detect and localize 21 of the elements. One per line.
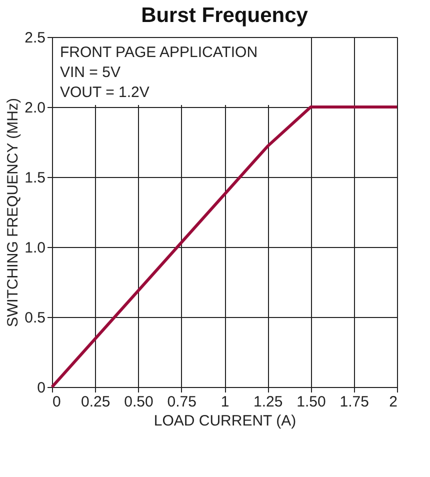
annotation: FRONT PAGE APPLICATION [60, 44, 258, 61]
x-tick-label: 1.75 [340, 394, 369, 410]
x-tick-label: 1 [220, 394, 230, 410]
x-tick-label: 0.25 [81, 394, 110, 410]
y-tick-label: 1.5 [24, 170, 46, 186]
x-tick-label: 0.75 [167, 394, 196, 410]
x-axis-title: LOAD CURRENT (A) [154, 412, 296, 430]
x-tick-label: 2 [389, 394, 398, 410]
y-tick-label: 1.0 [24, 240, 46, 256]
annotation: VOUT = 1.2V [60, 84, 150, 101]
annotation: VIN = 5V [60, 64, 120, 81]
x-tick-label: 1.50 [296, 394, 326, 410]
y-tick-label: 2.0 [24, 100, 46, 116]
x-tick-label: 0 [52, 394, 61, 410]
chart-title: Burst Frequency [141, 4, 308, 27]
x-tick-label: 1.25 [254, 394, 283, 410]
x-tick-label: 0.50 [124, 394, 154, 410]
y-tick-label: 0.5 [24, 310, 46, 326]
y-tick-label: 2.5 [24, 30, 46, 46]
y-tick-label: 0 [37, 380, 46, 396]
y-axis-title: SWITCHING FREQUENCY (MHz) [4, 98, 22, 327]
